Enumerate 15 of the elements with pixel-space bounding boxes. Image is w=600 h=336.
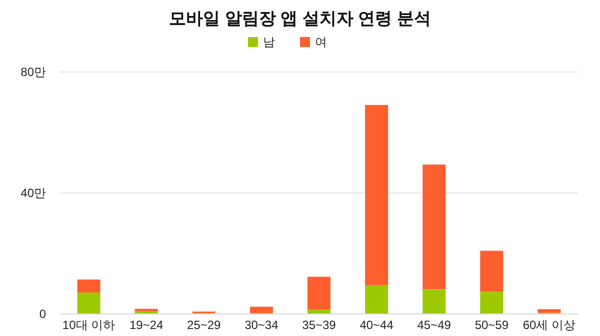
x-tick-label: 40~44 [360, 318, 394, 332]
chart-title: 모바일 알림장 앱 설치자 연령 분석 [169, 9, 431, 28]
legend-label: 여 [315, 35, 327, 49]
x-tick-label: 25~29 [187, 318, 222, 332]
x-tick-label: 10대 이하 [62, 318, 116, 332]
y-tick-label: 40만 [20, 186, 46, 200]
x-tick-label: 35~39 [302, 318, 336, 332]
x-tick-label: 45~49 [417, 318, 452, 332]
x-tick-label: 30~34 [244, 318, 279, 332]
x-tick-label: 19~24 [129, 318, 164, 332]
y-tick-label: 80만 [20, 65, 46, 80]
x-tick-label: 60세 이상 [522, 318, 576, 332]
y-tick-label: 0 [39, 307, 46, 322]
x-tick-label: 50~59 [474, 318, 509, 332]
legend-label: 남 [263, 35, 275, 49]
